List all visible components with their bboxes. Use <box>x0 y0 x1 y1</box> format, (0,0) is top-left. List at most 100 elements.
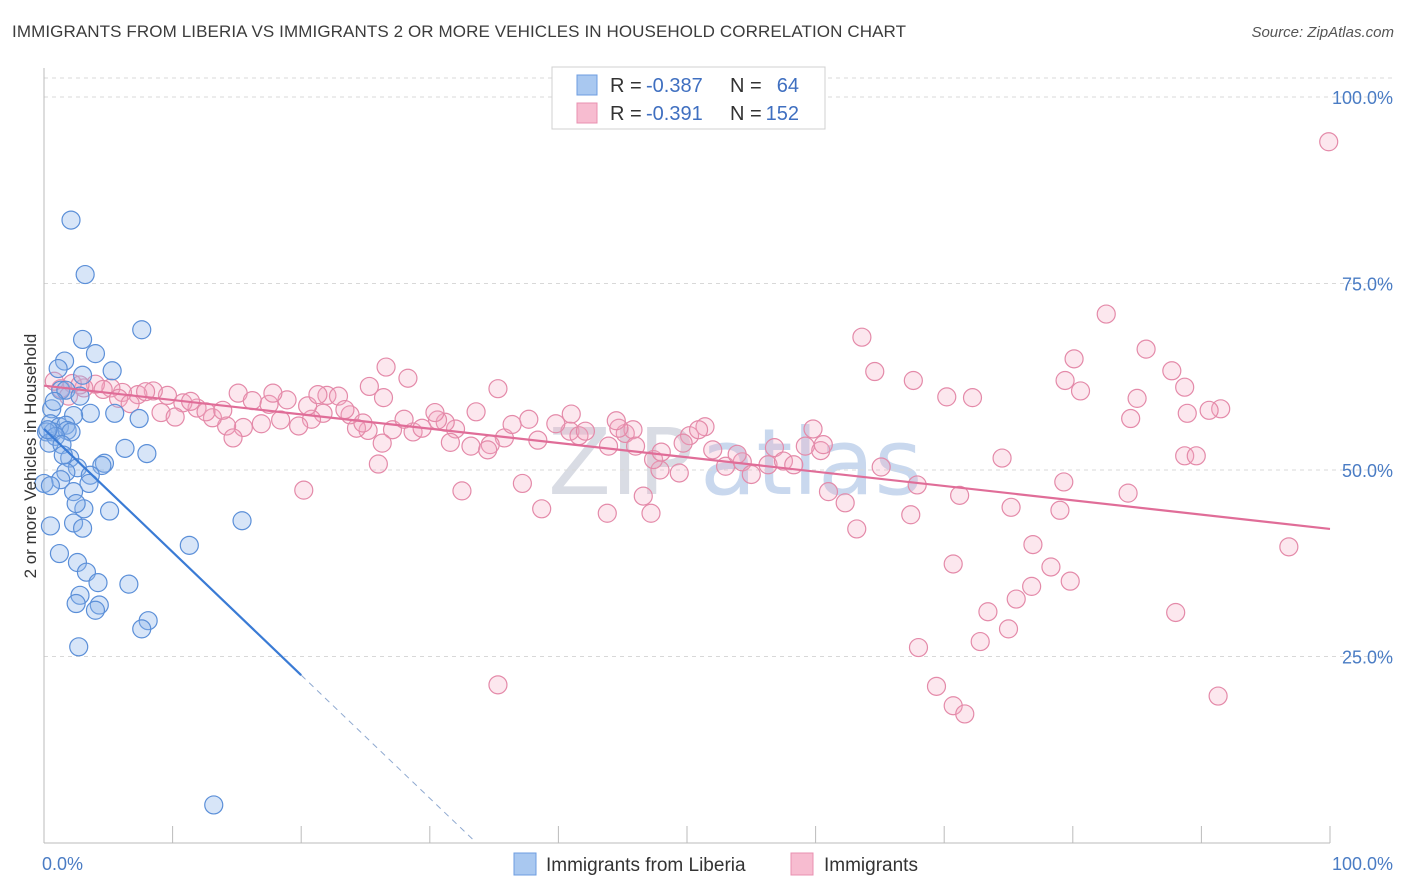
data-point-liberia <box>61 210 81 230</box>
data-point-immigrants <box>1175 377 1195 397</box>
data-point-immigrants <box>937 387 957 407</box>
data-point-liberia <box>66 493 86 514</box>
data-point-immigrants <box>773 451 794 471</box>
data-point-liberia <box>54 351 75 371</box>
legend-n-value-immigrants: 152 <box>766 103 799 125</box>
data-point-immigrants <box>372 433 392 453</box>
data-point-immigrants <box>955 704 975 724</box>
legend-series-label-immigrants: Immigrants <box>824 855 918 876</box>
data-point-immigrants <box>512 473 532 494</box>
data-point-liberia <box>88 573 108 593</box>
legend-n-label-liberia: N = <box>730 75 762 97</box>
data-point-immigrants <box>376 357 396 377</box>
data-point-liberia <box>132 619 152 639</box>
legend-swatch-immigrants <box>576 102 598 124</box>
data-point-immigrants <box>1319 132 1339 152</box>
legend-series: Immigrants from Liberia Immigrants <box>513 852 918 876</box>
data-point-immigrants <box>741 464 761 485</box>
data-point-liberia <box>99 501 120 521</box>
data-point-immigrants <box>1023 534 1043 555</box>
data-point-immigrants <box>1055 370 1075 391</box>
data-point-immigrants <box>151 402 171 423</box>
data-point-immigrants <box>440 432 460 452</box>
data-point-immigrants <box>651 442 671 462</box>
data-point-immigrants <box>943 554 963 574</box>
data-point-liberia <box>115 438 135 458</box>
data-point-liberia <box>44 391 64 411</box>
tick-labels: 25.0% 50.0% 75.0% 100.0% 0.0% 100.0% <box>42 88 1393 874</box>
data-point-immigrants <box>623 420 643 440</box>
data-point-immigrants <box>597 503 617 523</box>
data-point-immigrants <box>394 409 414 429</box>
data-point-liberia <box>204 795 224 815</box>
data-point-immigrants <box>669 463 689 483</box>
data-point-liberia <box>232 511 252 531</box>
data-point-liberia <box>132 320 152 340</box>
data-point-liberia <box>38 420 58 440</box>
data-point-immigrants <box>926 676 947 696</box>
data-point-immigrants <box>1162 361 1182 381</box>
data-point-immigrants <box>908 637 929 658</box>
data-point-immigrants <box>1199 400 1219 420</box>
data-point-immigrants <box>1166 602 1186 623</box>
data-point-immigrants <box>1070 381 1091 401</box>
data-point-liberia <box>179 535 199 555</box>
legend-swatch-liberia <box>576 74 598 96</box>
data-point-liberia <box>72 329 93 350</box>
data-point-liberia <box>48 358 68 379</box>
data-point-immigrants <box>575 421 596 441</box>
y-axis-title: 2 or more Vehicles in Household <box>21 334 40 579</box>
data-point-immigrants <box>165 407 185 427</box>
legend-stats: R = -0.387 N = 64 R = -0.391 N = 152 <box>551 66 826 130</box>
x-tick-label: 0.0% <box>42 854 83 874</box>
data-point-immigrants <box>425 402 445 423</box>
data-point-immigrants <box>488 675 508 695</box>
data-point-immigrants <box>478 440 498 460</box>
legend-r-label-immigrants: R = <box>610 103 642 125</box>
y-tick-label: 25.0% <box>1342 648 1393 668</box>
data-point-immigrants <box>1208 686 1228 706</box>
data-point-immigrants <box>1022 576 1042 596</box>
data-point-liberia <box>75 264 95 285</box>
data-point-immigrants <box>688 420 709 440</box>
data-point-liberia <box>85 344 106 364</box>
data-point-immigrants <box>1177 403 1197 423</box>
data-point-immigrants <box>1060 571 1080 591</box>
data-point-immigrants <box>1118 483 1138 503</box>
trend-line-immigrants <box>43 384 1331 531</box>
data-point-immigrants <box>1121 408 1141 429</box>
data-point-immigrants <box>263 383 283 403</box>
legend-n-value-liberia: 64 <box>777 75 799 97</box>
data-point-immigrants <box>143 381 163 401</box>
data-point-immigrants <box>502 414 522 435</box>
data-point-immigrants <box>233 417 253 438</box>
data-point-immigrants <box>962 388 983 408</box>
data-point-liberia <box>40 516 61 536</box>
data-point-liberia <box>85 600 106 620</box>
y-tick-label: 75.0% <box>1342 275 1393 295</box>
data-point-immigrants <box>1175 446 1195 466</box>
data-point-immigrants <box>901 505 921 525</box>
data-point-liberia <box>119 574 139 594</box>
data-point-immigrants <box>903 370 923 391</box>
data-point-immigrants <box>466 402 486 422</box>
data-point-immigrants <box>1050 500 1070 520</box>
data-point-liberia <box>40 476 61 496</box>
data-point-liberia <box>70 386 90 406</box>
data-point-immigrants <box>368 454 388 474</box>
data-point-liberia <box>79 473 99 494</box>
data-point-immigrants <box>1279 537 1299 557</box>
data-point-immigrants <box>641 503 661 523</box>
data-point-immigrants <box>803 419 823 439</box>
legend-series-swatch-liberia <box>513 852 537 876</box>
trend-line-liberia <box>43 428 302 676</box>
data-point-immigrants <box>308 385 328 405</box>
data-point-immigrants <box>561 404 581 424</box>
data-point-immigrants <box>452 481 472 501</box>
legend-r-value-liberia: -0.387 <box>646 75 703 97</box>
data-point-immigrants <box>818 482 839 502</box>
data-point-immigrants <box>373 388 394 408</box>
y-tick-label: 50.0% <box>1342 461 1393 481</box>
data-point-immigrants <box>727 444 747 464</box>
data-point-immigrants <box>813 435 833 455</box>
